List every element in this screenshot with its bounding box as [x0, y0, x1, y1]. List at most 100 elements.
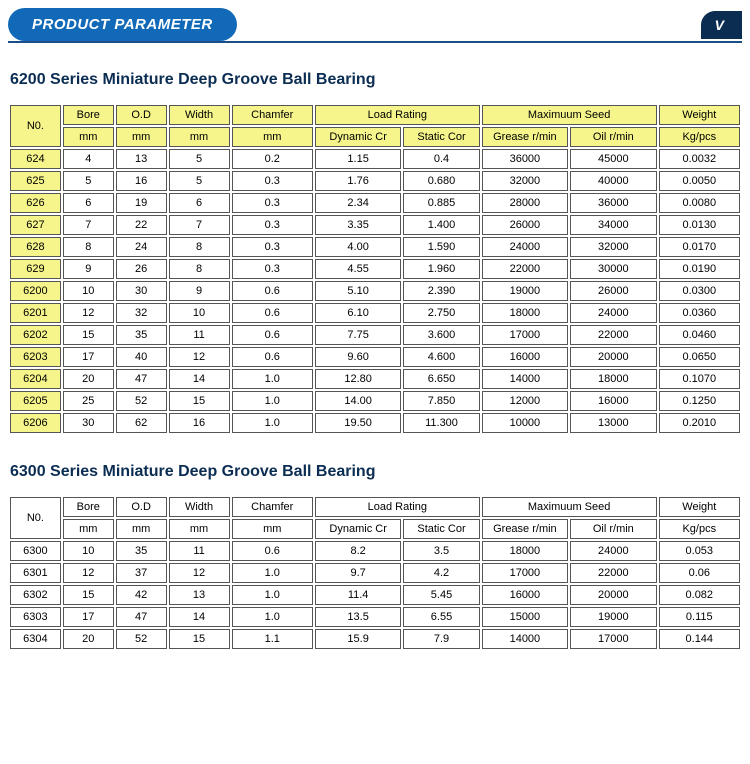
col-weight: Weight [659, 497, 740, 517]
table-row: 63042052151.115.97.914000170000.144 [10, 629, 740, 649]
table-cell: 0.3 [232, 171, 313, 191]
table-cell: 22000 [482, 259, 568, 279]
table-cell: 7.75 [315, 325, 401, 345]
table-cell: 8 [63, 237, 114, 257]
sub-static: Static Cor [403, 519, 479, 539]
table-cell: 2.750 [403, 303, 479, 323]
table-cell: 1.960 [403, 259, 479, 279]
table-cell: 6304 [10, 629, 61, 649]
table-cell: 1.0 [232, 413, 313, 433]
table-cell: 6301 [10, 563, 61, 583]
table-cell: 15.9 [315, 629, 401, 649]
table-row: 62992680.34.551.96022000300000.0190 [10, 259, 740, 279]
col-no: N0. [10, 497, 61, 539]
table-cell: 1.0 [232, 391, 313, 411]
table-cell: 32000 [482, 171, 568, 191]
sub-mm: mm [232, 519, 313, 539]
sub-oil: Oil r/min [570, 127, 656, 147]
table-cell: 0.680 [403, 171, 479, 191]
table-row: 62031740120.69.604.60016000200000.0650 [10, 347, 740, 367]
table-cell: 6206 [10, 413, 61, 433]
table-cell: 6302 [10, 585, 61, 605]
table-cell: 26000 [482, 215, 568, 235]
bearing-table: N0.BoreO.DWidthChamferLoad RatingMaximuu… [8, 103, 742, 435]
table-cell: 0.0080 [659, 193, 740, 213]
table-cell: 45000 [570, 149, 656, 169]
table-cell: 24000 [482, 237, 568, 257]
table-cell: 52 [116, 391, 167, 411]
table-row: 62772270.33.351.40026000340000.0130 [10, 215, 740, 235]
table-cell: 40000 [570, 171, 656, 191]
table-cell: 22000 [570, 325, 656, 345]
table-cell: 14 [169, 369, 230, 389]
table-row: 62021535110.67.753.60017000220000.0460 [10, 325, 740, 345]
col-width: Width [169, 497, 230, 517]
table-cell: 10000 [482, 413, 568, 433]
table-row: 62551650.31.760.68032000400000.0050 [10, 171, 740, 191]
table-cell: 35 [116, 541, 167, 561]
table-row: 63031747141.013.56.5515000190000.115 [10, 607, 740, 627]
table-cell: 1.0 [232, 369, 313, 389]
table-cell: 4.55 [315, 259, 401, 279]
table-cell: 16 [169, 413, 230, 433]
table-cell: 0.053 [659, 541, 740, 561]
table-cell: 17 [63, 607, 114, 627]
chevron-down-icon[interactable]: V [701, 11, 742, 39]
table-cell: 7 [169, 215, 230, 235]
table-cell: 11.4 [315, 585, 401, 605]
table-cell: 25 [63, 391, 114, 411]
table-cell: 16000 [482, 585, 568, 605]
table-cell: 0.4 [403, 149, 479, 169]
sub-dynamic: Dynamic Cr [315, 519, 401, 539]
table-cell: 6 [63, 193, 114, 213]
table-cell: 3.600 [403, 325, 479, 345]
section-title: 6200 Series Miniature Deep Groove Ball B… [10, 71, 740, 89]
table-cell: 15 [169, 629, 230, 649]
table-cell: 14.00 [315, 391, 401, 411]
table-cell: 625 [10, 171, 61, 191]
col-weight: Weight [659, 105, 740, 125]
table-cell: 18000 [482, 541, 568, 561]
table-cell: 11 [169, 541, 230, 561]
table-cell: 6202 [10, 325, 61, 345]
table-cell: 0.06 [659, 563, 740, 583]
col-no: N0. [10, 105, 61, 147]
table-cell: 5.10 [315, 281, 401, 301]
table-cell: 14000 [482, 369, 568, 389]
table-cell: 10 [169, 303, 230, 323]
table-cell: 1.0 [232, 585, 313, 605]
table-cell: 10 [63, 281, 114, 301]
table-cell: 6204 [10, 369, 61, 389]
table-cell: 0.2010 [659, 413, 740, 433]
table-cell: 22 [116, 215, 167, 235]
table-row: 62441350.21.150.436000450000.0032 [10, 149, 740, 169]
table-cell: 40 [116, 347, 167, 367]
table-cell: 0.0170 [659, 237, 740, 257]
table-cell: 0.0460 [659, 325, 740, 345]
table-row: 62882480.34.001.59024000320000.0170 [10, 237, 740, 257]
table-cell: 6.55 [403, 607, 479, 627]
col-width: Width [169, 105, 230, 125]
table-cell: 19 [116, 193, 167, 213]
table-cell: 0.082 [659, 585, 740, 605]
table-cell: 0.0130 [659, 215, 740, 235]
table-cell: 52 [116, 629, 167, 649]
table-cell: 36000 [482, 149, 568, 169]
table-cell: 4.00 [315, 237, 401, 257]
table-cell: 15 [63, 325, 114, 345]
table-row: 63021542131.011.45.4516000200000.082 [10, 585, 740, 605]
table-cell: 0.6 [232, 325, 313, 345]
table-cell: 7.9 [403, 629, 479, 649]
table-cell: 13 [169, 585, 230, 605]
table-cell: 20 [63, 629, 114, 649]
table-cell: 0.6 [232, 281, 313, 301]
table-cell: 5 [63, 171, 114, 191]
sub-grease: Grease r/min [482, 127, 568, 147]
table-row: 62042047141.012.806.65014000180000.1070 [10, 369, 740, 389]
table-cell: 17000 [482, 325, 568, 345]
table-cell: 19000 [570, 607, 656, 627]
sub-static: Static Cor [403, 127, 479, 147]
table-cell: 4.600 [403, 347, 479, 367]
table-cell: 5 [169, 149, 230, 169]
table-cell: 22000 [570, 563, 656, 583]
